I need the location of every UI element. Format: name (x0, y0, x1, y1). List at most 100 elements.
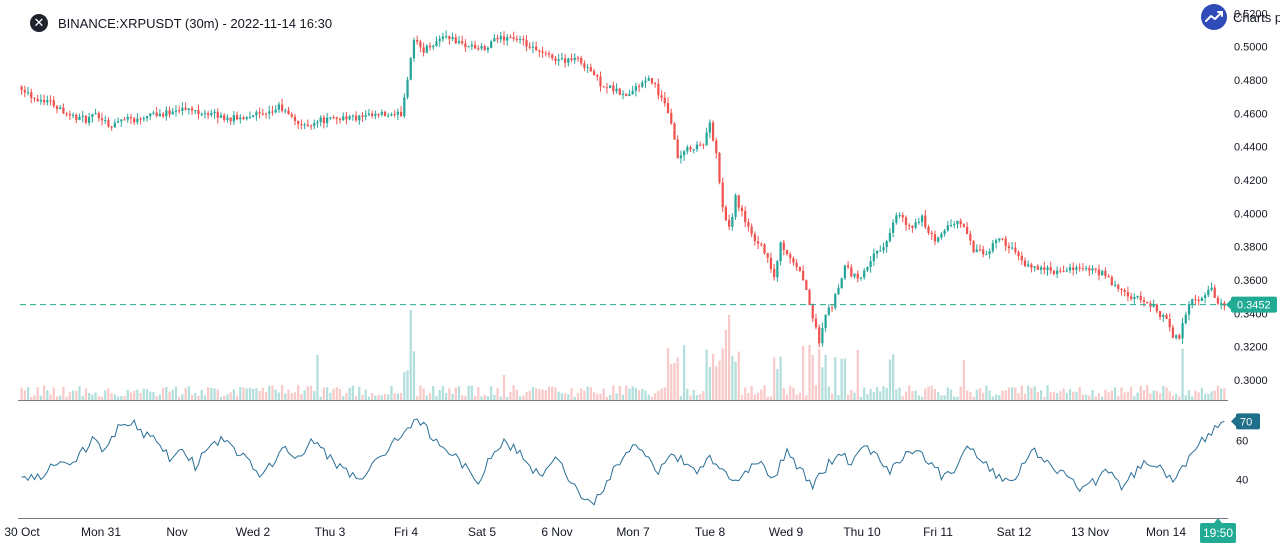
candle-body (949, 225, 953, 226)
volume-bar (1091, 389, 1094, 400)
candle-body (454, 37, 457, 44)
price-axis: 0.5200 0.5000 0.4800 0.4600 0.4400 0.4200 0.40… (1234, 8, 1268, 387)
close-icon[interactable]: ✕ (30, 14, 48, 32)
brand-badge[interactable]: Charts p (1201, 4, 1280, 30)
candle-body (834, 294, 837, 308)
volume-bar (435, 395, 438, 400)
volume-bar (927, 386, 930, 400)
candle-body (811, 304, 814, 319)
volume-bar (165, 386, 168, 400)
volume-bar (863, 387, 866, 400)
candle-body (773, 269, 776, 278)
volume-bar (1033, 386, 1036, 400)
candle-body (467, 46, 470, 48)
candle-body (335, 117, 338, 119)
candle-body (621, 93, 625, 95)
candle-body (287, 110, 290, 115)
volume-bar (991, 396, 994, 400)
candle-body (399, 111, 403, 116)
volume-bar (702, 391, 705, 400)
candle-body (477, 48, 480, 50)
candle-body (1062, 270, 1065, 272)
time-tick-label: Thu 10 (843, 525, 881, 539)
candle-body (747, 222, 750, 227)
price-tick-label: 0.5200 (1234, 8, 1268, 20)
volume-bar (756, 392, 760, 400)
volume-bar (78, 386, 81, 400)
candle-body (113, 122, 116, 128)
volume-bar (670, 363, 673, 400)
volume-bar (23, 390, 26, 400)
volume-bar (81, 395, 84, 400)
candle-body (637, 86, 641, 88)
candle-body (409, 58, 412, 80)
volume-bar (1078, 386, 1081, 400)
candle-body (1200, 298, 1203, 302)
volume-bar (798, 392, 801, 400)
volume-bar (239, 387, 242, 400)
candle-body (750, 226, 753, 235)
volume-bar (1133, 396, 1136, 400)
volume-bar (647, 394, 650, 400)
volume-bar (583, 390, 586, 400)
candle-body (875, 250, 879, 254)
candle-body (785, 250, 789, 255)
candle-body (1152, 304, 1155, 307)
volume-bar (1203, 394, 1207, 400)
candle-body (628, 94, 631, 96)
candle-body (544, 52, 547, 54)
volume-bar (126, 389, 129, 400)
volume-bar (1139, 385, 1142, 400)
candle-body (654, 83, 657, 85)
volume-bar (917, 395, 920, 400)
candle-body (1191, 299, 1194, 305)
volume-bar (309, 385, 313, 400)
candle-body (818, 327, 821, 344)
candle-body (567, 58, 570, 63)
candle-body (888, 232, 892, 242)
volume-bar (911, 390, 914, 400)
volume-bar (88, 393, 91, 400)
volume-bar (412, 351, 416, 400)
candle-body (1158, 311, 1162, 318)
candle-body (940, 233, 943, 238)
candle-body (406, 79, 409, 98)
volume-bar (895, 389, 898, 400)
candle-body (599, 76, 602, 87)
candle-body (612, 85, 615, 92)
volume-bar (1213, 390, 1216, 400)
candle-body (946, 225, 949, 231)
candle-body (428, 45, 432, 48)
candle-body (563, 58, 567, 63)
volume-bar (1072, 391, 1075, 400)
volume-bar (1149, 393, 1152, 400)
candle-body (663, 97, 666, 104)
candle-body (30, 92, 33, 98)
candle-body (1187, 304, 1191, 315)
volume-bar (567, 394, 570, 400)
price-tick-label: 0.3000 (1234, 375, 1268, 387)
volume-bar (818, 349, 821, 400)
volume-bar (419, 385, 422, 400)
candle-body (1165, 315, 1168, 319)
candle-body (969, 234, 972, 241)
volume-bar (875, 387, 879, 400)
volume-bar (235, 395, 239, 400)
volume-bar (1027, 385, 1030, 400)
volume-bar (335, 387, 338, 400)
time-tick-label: Nov (166, 525, 187, 539)
volume-bar (30, 396, 33, 400)
volume-bar (586, 386, 589, 400)
candle-body (358, 115, 361, 121)
candle-body (123, 119, 126, 121)
candle-body (1101, 270, 1104, 276)
candle-body (268, 111, 271, 114)
volume-bar (1155, 390, 1158, 400)
volume-bar (654, 393, 657, 400)
volume-bar (110, 393, 113, 400)
volume-bar (1007, 387, 1011, 400)
candle-body (1126, 292, 1130, 297)
volume-bar (872, 392, 875, 400)
candle-body (473, 44, 477, 49)
